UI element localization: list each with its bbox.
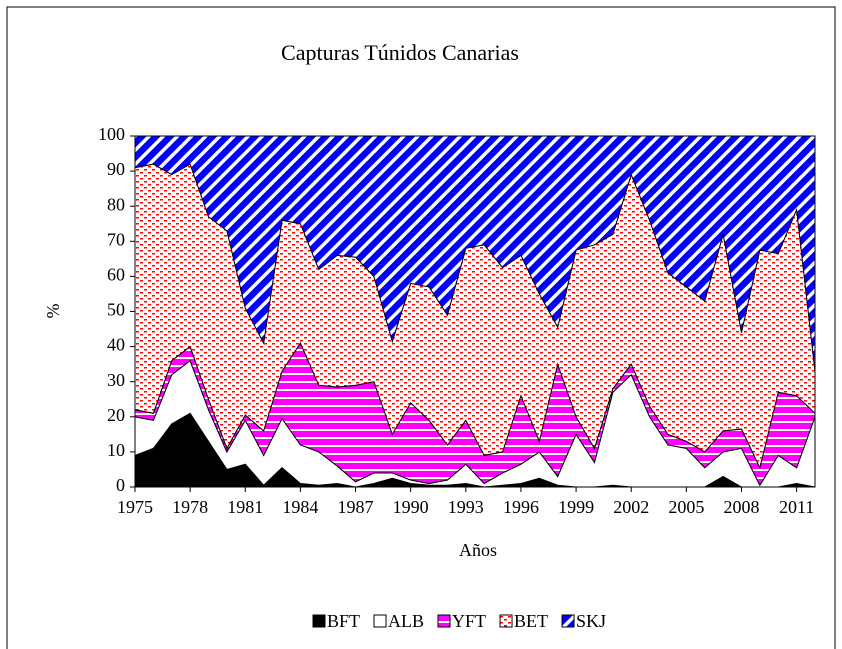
legend-item: YFT [437,611,486,631]
legend-label: YFT [452,611,486,631]
x-tick-label: 1975 [117,497,153,517]
legend-swatch [373,614,387,628]
x-tick-label: 2005 [668,497,704,517]
legend-item: BET [499,611,548,631]
y-tick-label: 80 [107,194,125,214]
x-tick-label: 1999 [558,497,594,517]
y-tick-label: 100 [98,124,125,144]
y-tick-label: 10 [107,440,125,460]
legend-label: ALB [388,611,424,631]
legend-item: BFT [312,611,360,631]
x-tick-label: 1987 [338,497,374,517]
x-axis-title: Años [459,540,497,560]
x-tick-label: 2008 [723,497,759,517]
y-tick-label: 30 [107,370,125,390]
x-tick-label: 1996 [503,497,539,517]
legend-swatch [561,614,575,628]
y-tick-label: 90 [107,159,125,179]
x-tick-label: 1990 [393,497,429,517]
legend-swatch [437,614,451,628]
y-tick-label: 50 [107,300,125,320]
legend-label: BFT [327,611,360,631]
y-tick-label: 0 [116,475,125,495]
legend-label: SKJ [576,611,606,631]
legend-swatch [312,614,326,628]
chart-title: Capturas Túnidos Canarias [281,40,519,65]
y-tick-label: 70 [107,229,125,249]
y-tick-label: 40 [107,335,125,355]
y-tick-label: 20 [107,405,125,425]
y-axis-title: % [43,304,63,319]
x-tick-label: 2002 [613,497,649,517]
x-tick-label: 1984 [282,497,318,517]
legend-label: BET [514,611,548,631]
x-tick-label: 2011 [779,497,814,517]
y-tick-label: 60 [107,265,125,285]
x-tick-label: 1981 [227,497,263,517]
x-tick-label: 1993 [448,497,484,517]
legend-item: ALB [373,611,424,631]
x-tick-label: 1978 [172,497,208,517]
legend-item: SKJ [561,611,606,631]
legend-swatch [499,614,513,628]
